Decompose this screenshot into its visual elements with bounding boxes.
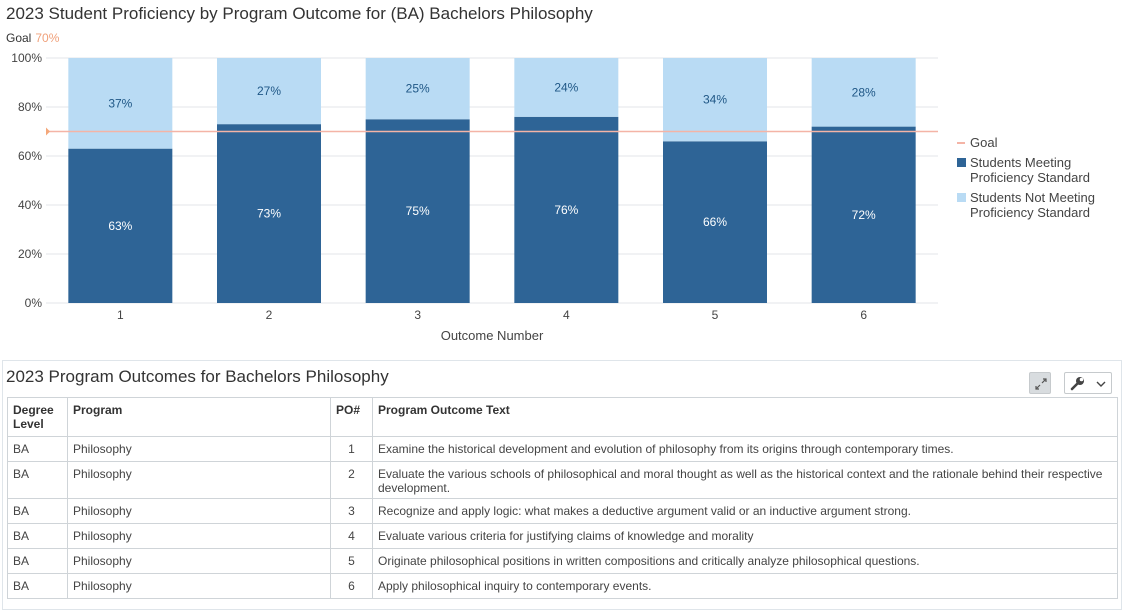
data-label-not-meeting: 34% bbox=[703, 93, 727, 107]
expand-button[interactable] bbox=[1029, 372, 1051, 394]
cell-po: 2 bbox=[330, 461, 373, 499]
legend-label: Proficiency Standard bbox=[970, 205, 1090, 220]
cell-outcome-text: Apply philosophical inquiry to contempor… bbox=[372, 573, 1118, 599]
cell-po: 5 bbox=[330, 548, 373, 574]
data-label-meeting: 63% bbox=[108, 219, 132, 233]
cell-degree: BA bbox=[7, 548, 68, 574]
legend-label: Proficiency Standard bbox=[970, 170, 1090, 185]
cell-program: Philosophy bbox=[67, 573, 331, 599]
cell-degree: BA bbox=[7, 573, 68, 599]
cell-outcome-text: Evaluate the various schools of philosop… bbox=[372, 461, 1118, 499]
bar-not-meeting bbox=[663, 58, 767, 142]
table-row: BA Philosophy 3 Recognize and apply logi… bbox=[7, 498, 1118, 524]
table-row: BA Philosophy 5 Originate philosophical … bbox=[7, 548, 1118, 574]
cell-degree: BA bbox=[7, 523, 68, 549]
y-tick-label: 60% bbox=[18, 149, 42, 163]
chart-title: 2023 Student Proficiency by Program Outc… bbox=[6, 4, 593, 23]
cell-po: 3 bbox=[330, 498, 373, 524]
x-tick-label: 5 bbox=[712, 308, 719, 322]
y-tick-label: 0% bbox=[25, 296, 43, 310]
y-tick-label: 20% bbox=[18, 247, 42, 261]
cell-outcome-text: Examine the historical development and e… bbox=[372, 436, 1118, 462]
program-outcomes-table: Degree Level Program PO# Program Outcome… bbox=[7, 397, 1118, 599]
data-label-not-meeting: 27% bbox=[257, 84, 281, 98]
cell-degree: BA bbox=[7, 436, 68, 462]
bar-not-meeting bbox=[514, 58, 619, 117]
data-label-not-meeting: 28% bbox=[852, 85, 876, 99]
table-header-row: Degree Level Program PO# Program Outcome… bbox=[7, 397, 1118, 437]
expand-icon bbox=[1035, 378, 1047, 390]
data-label-not-meeting: 37% bbox=[108, 96, 132, 110]
data-label-not-meeting: 25% bbox=[406, 82, 430, 96]
x-axis-title: Outcome Number bbox=[441, 328, 544, 343]
panel-title: 2023 Program Outcomes for Bachelors Phil… bbox=[6, 367, 389, 386]
bar-meeting bbox=[217, 124, 321, 304]
legend-swatch bbox=[957, 193, 966, 202]
cell-program: Philosophy bbox=[67, 523, 331, 549]
table-row: BA Philosophy 6 Apply philosophical inqu… bbox=[7, 573, 1118, 599]
bar-meeting bbox=[811, 126, 916, 303]
cell-po: 1 bbox=[330, 436, 373, 462]
x-tick-label: 2 bbox=[266, 308, 273, 322]
cell-po: 6 bbox=[330, 573, 373, 599]
x-tick-label: 3 bbox=[414, 308, 421, 322]
data-label-meeting: 76% bbox=[554, 203, 578, 217]
header-degree-level: Degree Level bbox=[7, 397, 68, 437]
table-row: BA Philosophy 1 Examine the historical d… bbox=[7, 436, 1118, 462]
data-label-meeting: 72% bbox=[852, 208, 876, 222]
x-tick-label: 6 bbox=[860, 308, 867, 322]
proficiency-chart: 0% 20% 40% 60% 80% 100% 63% 37% 1 73% 27% 2 75% 25% 3 7… bbox=[11, 51, 1095, 343]
bar-meeting bbox=[68, 148, 173, 303]
goal-caption: Goal 70% bbox=[6, 31, 59, 45]
goal-marker bbox=[46, 127, 50, 136]
cell-degree: BA bbox=[7, 498, 68, 524]
legend-label: Goal bbox=[970, 135, 998, 150]
cell-program: Philosophy bbox=[67, 436, 331, 462]
cell-outcome-text: Originate philosophical positions in wri… bbox=[372, 548, 1118, 574]
bar-not-meeting bbox=[811, 58, 916, 127]
chevron-down-icon bbox=[1096, 381, 1106, 387]
header-po-number: PO# bbox=[330, 397, 373, 437]
data-label-meeting: 75% bbox=[406, 204, 430, 218]
x-tick-label: 4 bbox=[563, 308, 570, 322]
y-tick-label: 40% bbox=[18, 198, 42, 212]
table-row: BA Philosophy 2 Evaluate the various sch… bbox=[7, 461, 1118, 499]
bar-meeting bbox=[514, 116, 619, 303]
cell-degree: BA bbox=[7, 461, 68, 499]
settings-dropdown-button[interactable] bbox=[1064, 372, 1112, 394]
cell-outcome-text: Evaluate various criteria for justifying… bbox=[372, 523, 1118, 549]
cell-po: 4 bbox=[330, 523, 373, 549]
bar-not-meeting bbox=[217, 58, 321, 125]
wrench-icon bbox=[1070, 377, 1084, 391]
legend-label: Students Meeting bbox=[970, 155, 1071, 170]
bar-not-meeting bbox=[68, 58, 173, 149]
program-outcomes-panel: 2023 Program Outcomes for Bachelors Phil… bbox=[2, 360, 1122, 610]
cell-outcome-text: Recognize and apply logic: what makes a … bbox=[372, 498, 1118, 524]
bar-meeting bbox=[663, 141, 767, 303]
cell-program: Philosophy bbox=[67, 461, 331, 499]
goal-caption-value: 70% bbox=[35, 31, 60, 45]
data-label-not-meeting: 24% bbox=[554, 80, 578, 94]
bar-not-meeting bbox=[365, 58, 470, 120]
cell-program: Philosophy bbox=[67, 498, 331, 524]
data-label-meeting: 73% bbox=[257, 207, 281, 221]
bar-meeting bbox=[365, 119, 470, 303]
data-label-meeting: 66% bbox=[703, 215, 727, 229]
header-outcome-text: Program Outcome Text bbox=[372, 397, 1118, 437]
goal-caption-label: Goal bbox=[6, 31, 32, 45]
y-tick-label: 100% bbox=[11, 51, 42, 65]
legend-swatch bbox=[957, 158, 966, 167]
header-program: Program bbox=[67, 397, 331, 437]
table-row: BA Philosophy 4 Evaluate various criteri… bbox=[7, 523, 1118, 549]
y-tick-label: 80% bbox=[18, 100, 42, 114]
legend-label: Students Not Meeting bbox=[970, 190, 1095, 205]
cell-program: Philosophy bbox=[67, 548, 331, 574]
x-tick-label: 1 bbox=[117, 308, 124, 322]
